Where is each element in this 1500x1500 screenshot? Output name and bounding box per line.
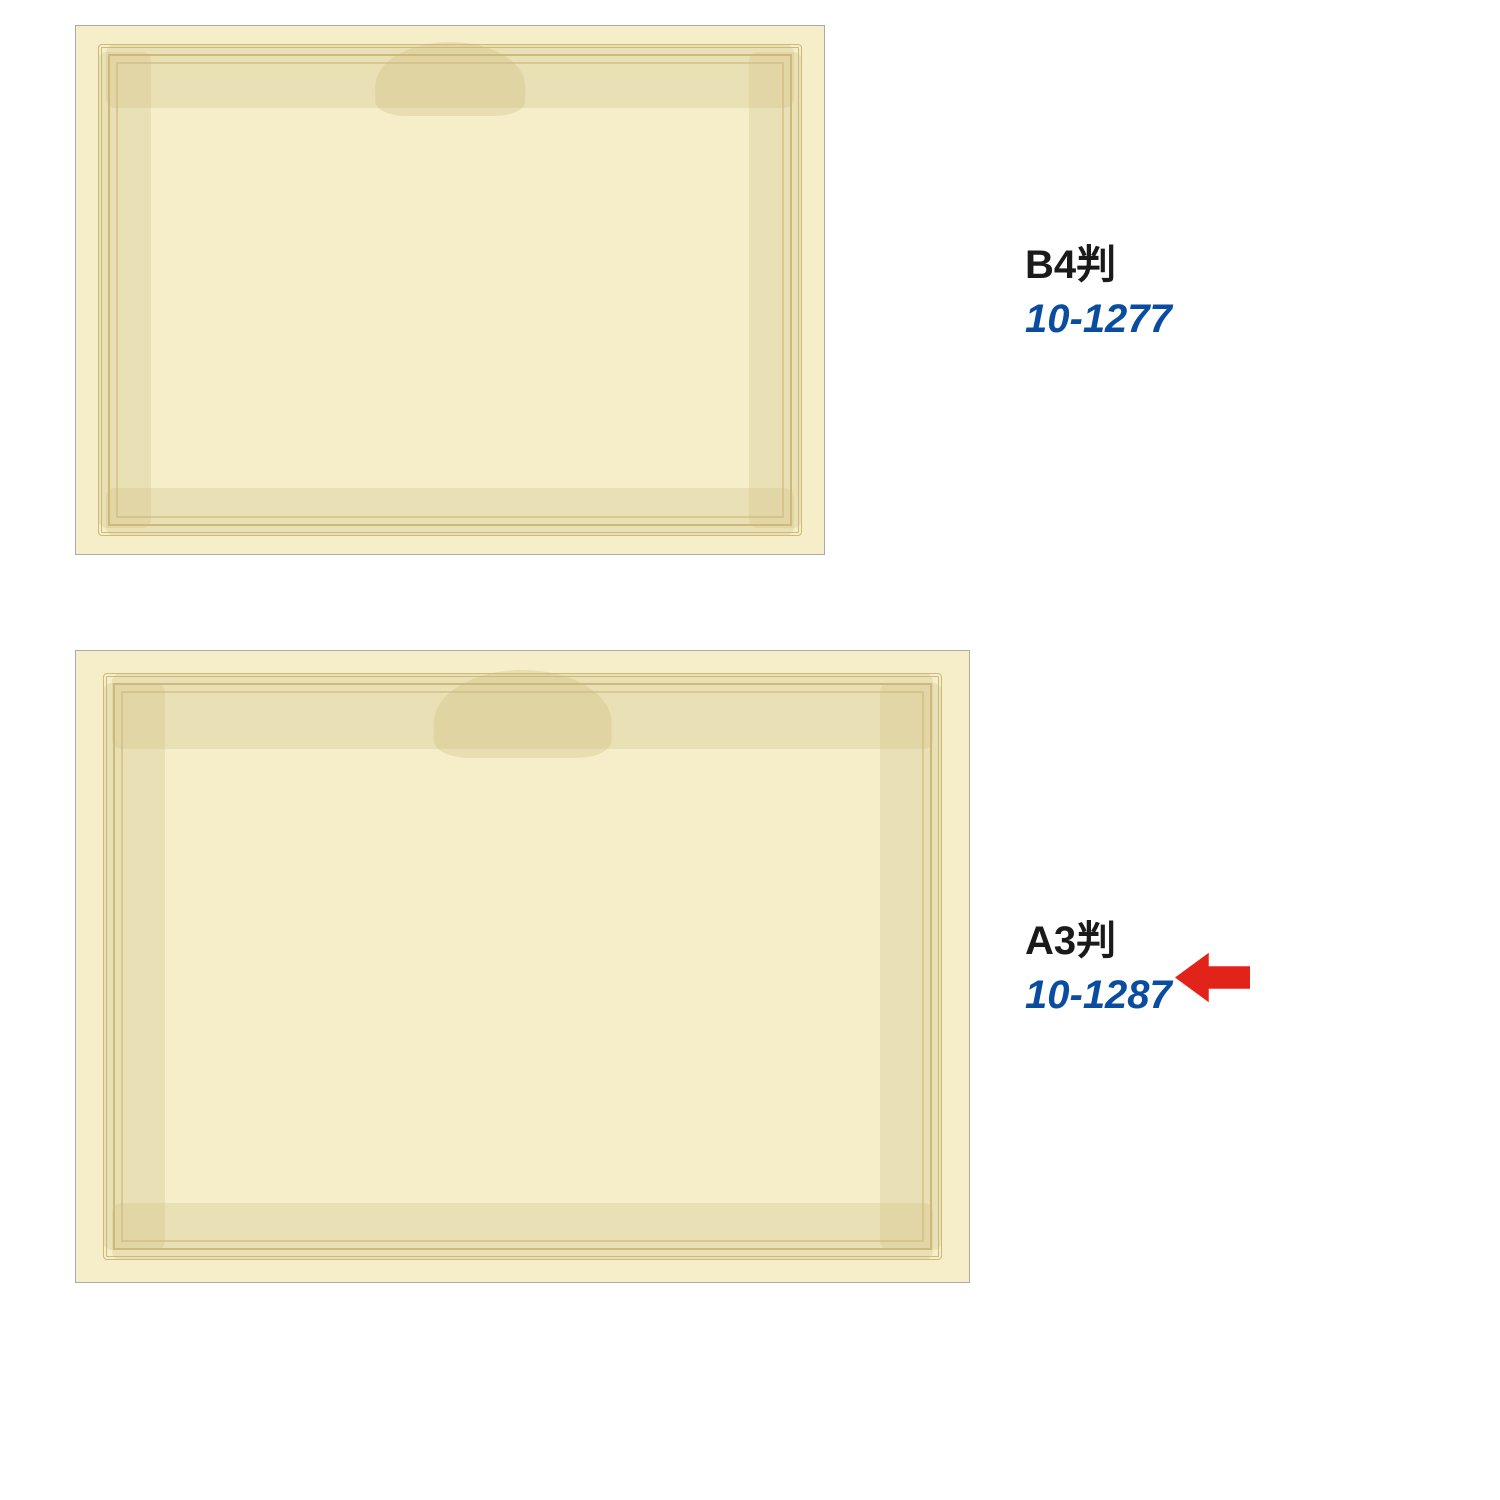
certificate-b4	[75, 25, 825, 555]
size-label-a3: A3判	[1025, 914, 1172, 968]
arrow-left-icon	[1175, 950, 1250, 1005]
code-label-b4: 10-1277	[1025, 292, 1172, 346]
ornament-frame	[103, 673, 942, 1260]
code-label-a3: 10-1287	[1025, 968, 1172, 1022]
size-label-b4: B4判	[1025, 238, 1172, 292]
ornament-frame	[98, 44, 801, 535]
certificate-a3-inner	[76, 651, 969, 1282]
item-label-a3: A3判 10-1287	[1025, 914, 1172, 1022]
certificate-b4-inner	[76, 26, 824, 554]
item-label-b4: B4判 10-1277	[1025, 238, 1172, 346]
certificate-a3	[75, 650, 970, 1283]
